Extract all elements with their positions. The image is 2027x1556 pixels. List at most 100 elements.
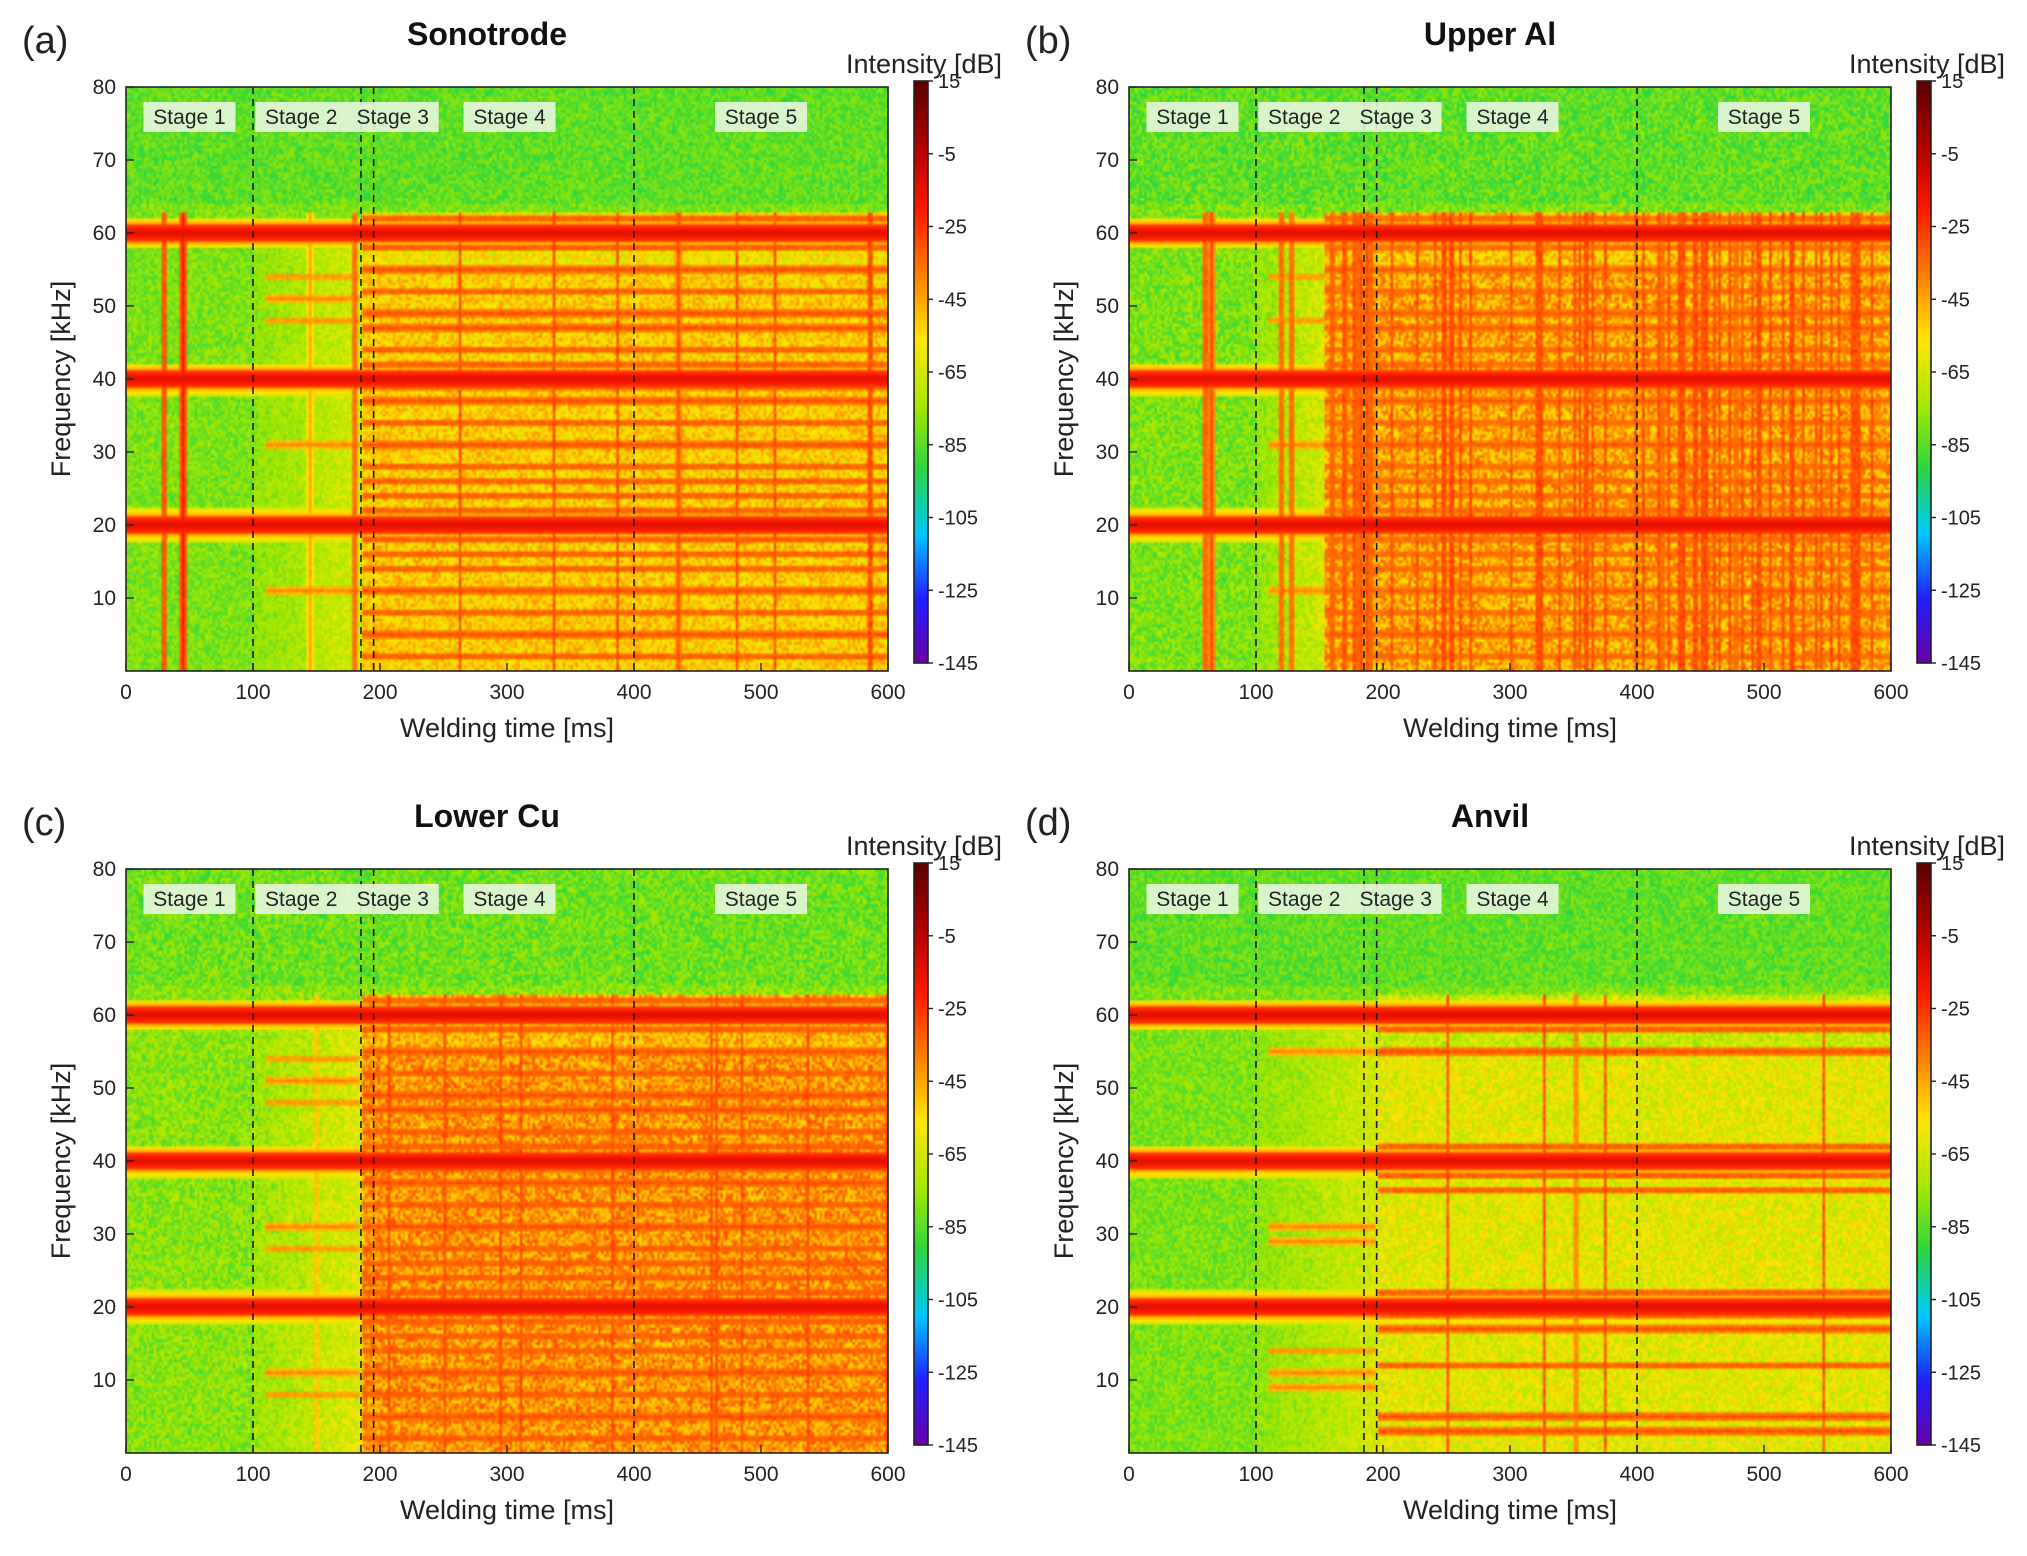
x-tick-label: 300 — [489, 1463, 524, 1486]
x-axis-title: Welding time [ms] — [1403, 713, 1617, 743]
x-tick-label: 100 — [235, 1463, 270, 1486]
y-tick-label: 30 — [93, 441, 116, 464]
spectrogram-heatmap — [126, 87, 888, 671]
x-tick-label: 0 — [120, 1463, 132, 1486]
x-tick-label: 200 — [1365, 1463, 1400, 1486]
stage-label-text: Stage 4 — [1476, 888, 1549, 911]
y-tick-label: 20 — [1096, 514, 1119, 537]
colorbar-tick-label: -125 — [938, 1362, 978, 1384]
stage-label-box — [346, 884, 439, 914]
x-axis-title: Welding time [ms] — [400, 1495, 614, 1525]
y-tick-label: 20 — [1096, 1296, 1119, 1319]
x-tick-label: 400 — [1619, 1463, 1654, 1486]
y-tick-label: 60 — [1096, 1004, 1119, 1027]
colorbar-tick-label: -5 — [938, 926, 956, 948]
x-tick-label: 300 — [1492, 1463, 1527, 1486]
stage-label-box — [346, 102, 439, 132]
x-tick-label: 500 — [743, 681, 778, 704]
x-tick-label: 400 — [616, 681, 651, 704]
stage-label-text: Stage 1 — [153, 888, 225, 911]
colorbar-tick-label: -105 — [1941, 1290, 1981, 1312]
stage-label-1: Stage 1 — [1146, 884, 1239, 914]
x-tick-label: 500 — [1746, 1463, 1781, 1486]
colorbar-gradient — [1917, 863, 1931, 1445]
stage-label-box — [715, 102, 807, 132]
colorbar-tick-label: -85 — [938, 435, 967, 457]
colorbar-tick-label: -105 — [1941, 508, 1981, 530]
colorbar-tick-label: 15 — [1941, 853, 1963, 875]
y-tick-label: 60 — [93, 222, 116, 245]
colorbar: 15 -5 -25 -45 -65 -85 -105 -125 -145 Intensity [d… — [1849, 831, 2005, 1457]
colorbar-tick-label: -145 — [1941, 653, 1981, 675]
colorbar-tick-label: -45 — [1941, 1071, 1970, 1093]
spectrogram-heatmap — [1129, 869, 1891, 1453]
y-tick-label: 20 — [93, 514, 116, 537]
stage-label-1: Stage 1 — [143, 884, 236, 914]
colorbar-tick-label: -145 — [938, 1435, 978, 1457]
y-tick-label: 70 — [93, 931, 116, 954]
colorbar-tick-label: -45 — [938, 289, 967, 311]
colorbar-tick-label: -125 — [1941, 580, 1981, 602]
panel-letter: (a) — [22, 20, 68, 62]
x-tick-label: 300 — [1492, 681, 1527, 704]
colorbar-tick-label: -65 — [938, 1144, 967, 1166]
x-tick-label: 100 — [1238, 681, 1273, 704]
stage-label-2: Stage 2 — [1258, 102, 1351, 132]
x-tick-label: 0 — [120, 681, 132, 704]
stage-label-text: Stage 3 — [356, 106, 428, 129]
colorbar-title: Intensity [dB] — [846, 831, 1002, 861]
stage-label-text: Stage 3 — [1359, 888, 1431, 911]
stage-label-box — [715, 884, 807, 914]
stage-label-text: Stage 2 — [265, 888, 337, 911]
colorbar-tick-label: -85 — [938, 1217, 967, 1239]
colorbar: 15 -5 -25 -45 -65 -85 -105 -125 -145 Intensity [d… — [846, 831, 1002, 1457]
panel-title: Upper Al — [1424, 16, 1556, 52]
spectrogram-heatmap — [1129, 87, 1891, 671]
stage-label-2: Stage 2 — [1258, 884, 1351, 914]
colorbar-tick-label: -5 — [938, 144, 956, 166]
y-axis-title: Frequency [kHz] — [46, 281, 76, 478]
colorbar-tick-label: -25 — [938, 217, 967, 239]
panel-d: Stage 1 Stage 2 Stage 3 Stage 4 Stage 5 0 100 2… — [1025, 798, 2005, 1525]
stage-label-5: Stage 5 — [1718, 102, 1810, 132]
y-tick-label: 70 — [1096, 149, 1119, 172]
y-tick-label: 80 — [1096, 76, 1119, 99]
colorbar-tick-label: -65 — [938, 362, 967, 384]
stage-label-text: Stage 2 — [265, 106, 337, 129]
panel-a: Stage 1 Stage 2 Stage 3 Stage 4 Stage 5 0 100 2… — [22, 16, 1002, 743]
stage-label-text: Stage 4 — [473, 106, 546, 129]
colorbar-tick-label: 15 — [938, 71, 960, 93]
colorbar-tick-label: -25 — [938, 999, 967, 1021]
x-tick-label: 0 — [1123, 1463, 1135, 1486]
colorbar-tick-label: -5 — [1941, 926, 1959, 948]
colorbar-tick-label: -145 — [1941, 1435, 1981, 1457]
y-tick-label: 20 — [93, 1296, 116, 1319]
y-tick-label: 40 — [93, 1150, 116, 1173]
y-tick-label: 70 — [93, 149, 116, 172]
stage-label-text: Stage 3 — [1359, 106, 1431, 129]
panel-b: Stage 1 Stage 2 Stage 3 Stage 4 Stage 5 0 100 2… — [1025, 16, 2005, 743]
y-tick-label: 10 — [1096, 587, 1119, 610]
y-tick-label: 60 — [1096, 222, 1119, 245]
stage-label-text: Stage 2 — [1268, 888, 1340, 911]
colorbar-title: Intensity [dB] — [846, 49, 1002, 79]
x-tick-label: 600 — [870, 681, 905, 704]
y-tick-label: 40 — [1096, 368, 1119, 391]
colorbar-tick-label: -85 — [1941, 435, 1970, 457]
stage-label-box — [1349, 884, 1442, 914]
stage-label-5: Stage 5 — [715, 884, 807, 914]
stage-label-4: Stage 4 — [1466, 884, 1559, 914]
y-tick-label: 40 — [93, 368, 116, 391]
colorbar-gradient — [914, 863, 928, 1445]
y-tick-label: 30 — [1096, 441, 1119, 464]
spectrogram-heatmap — [126, 869, 888, 1453]
x-axis-title: Welding time [ms] — [1403, 1495, 1617, 1525]
x-axis-title: Welding time [ms] — [400, 713, 614, 743]
stage-label-box — [255, 884, 348, 914]
stage-label-text: Stage 3 — [356, 888, 428, 911]
panel-title: Lower Cu — [414, 798, 560, 834]
y-tick-label: 70 — [1096, 931, 1119, 954]
y-tick-label: 80 — [1096, 858, 1119, 881]
colorbar-tick-label: -25 — [1941, 217, 1970, 239]
